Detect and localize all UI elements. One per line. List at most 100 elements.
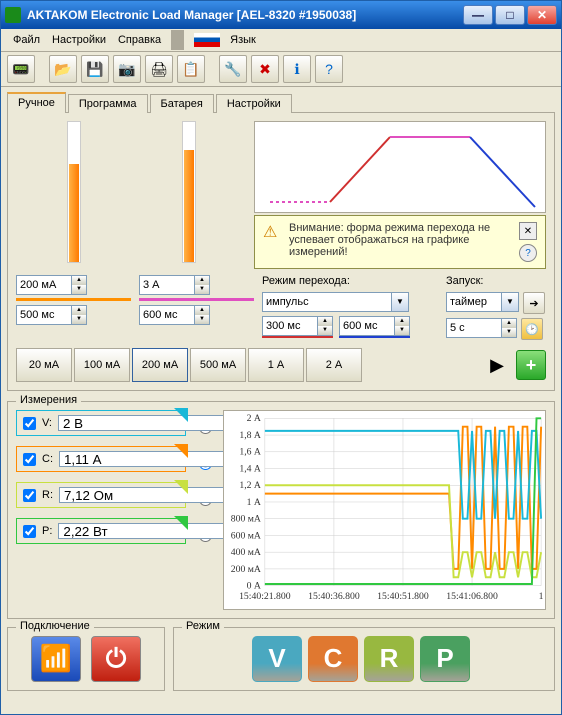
measurement-chart: 2 А 1,8 А 1,6 А 1,4 А 1,2 А 1 А 800 мА 600 мА 40… [223,410,546,610]
window-title: AKTAKOM Electronic Load Manager [AEL-832… [27,8,356,22]
menu-file[interactable]: Файл [7,32,46,48]
start-timer-icon[interactable]: 🕑 [521,318,543,340]
preset-2[interactable]: 200 мА [132,348,188,382]
preset-5[interactable]: 2 А [306,348,362,382]
menu-settings[interactable]: Настройки [46,32,112,48]
play-button[interactable]: ▶ [486,351,508,379]
warning-text: Внимание: форма режима перехода не успев… [289,222,509,258]
toolbar: 📟 📂 💾 📷 🖨 📋 🔧 ✖ ℹ ? [1,52,561,87]
svg-text:600 мА: 600 мА [231,530,261,541]
mode-R[interactable]: R [364,636,414,682]
chart-select-radios [194,410,215,610]
meas-label: P: [42,525,52,537]
meas-enable-2[interactable] [23,489,36,502]
warning-icon: ⚠ [263,222,283,242]
meas-enable-3[interactable] [23,525,36,538]
tb-cancel[interactable]: ✖ [251,55,279,83]
meas-row-P: P: [16,518,186,544]
menubar: Файл Настройки Справка Язык [1,29,561,52]
warning-help[interactable]: ? [519,244,537,262]
mode-legend: Режим [182,620,224,632]
tb-info[interactable]: ℹ [283,55,311,83]
svg-text:400 мА: 400 мА [231,547,261,558]
preset-3[interactable]: 500 мА [190,348,246,382]
svg-text:200 мА: 200 мА [231,564,261,575]
fall-time[interactable]: ▲▼ [339,316,410,336]
close-button[interactable]: ✕ [527,5,557,25]
tb-open[interactable]: 📂 [49,55,77,83]
warning-box: ⚠ Внимание: форма режима перехода не усп… [254,215,546,269]
measurements-group: Измерения V:C:R:P: 2 А1,8 А1,6 А1,4 А1,2… [7,401,555,619]
svg-text:1,6 А: 1,6 А [239,447,261,458]
mode-P[interactable]: P [420,636,470,682]
level1-time[interactable]: ▲▼ [16,305,131,325]
svg-text:1,2 А: 1,2 А [239,480,261,491]
svg-text:15:40:51.800: 15:40:51.800 [377,591,429,602]
start-label: Запуск: [446,275,546,287]
tb-save[interactable]: 💾 [81,55,109,83]
meas-value-3[interactable] [58,523,245,539]
level2-current[interactable]: ▲▼ [139,275,254,295]
meas-enable-1[interactable] [23,453,36,466]
tab-program[interactable]: Программа [68,94,148,113]
meas-row-V: V: [16,410,186,436]
tb-help[interactable]: ? [315,55,343,83]
svg-text:15:40:36.800: 15:40:36.800 [308,591,360,602]
meas-value-2[interactable] [59,487,246,503]
tab-settings[interactable]: Настройки [216,94,292,113]
power-button[interactable]: ⏻ [91,636,141,682]
flag-icon [194,33,220,47]
meas-label: R: [42,489,53,501]
rise-time[interactable]: ▲▼ [262,316,333,336]
svg-text:1,8 А: 1,8 А [239,430,261,441]
tb-copy[interactable]: 📋 [177,55,205,83]
svg-text:15:40:21.800: 15:40:21.800 [239,591,291,602]
mode-group: Режим VCRP [173,627,555,691]
svg-text:1,4 А: 1,4 А [239,463,261,474]
meas-value-0[interactable] [58,415,245,431]
meas-label: C: [42,453,53,465]
start-go[interactable]: ➔ [523,292,545,314]
slider-level1[interactable] [67,121,81,263]
preset-0[interactable]: 20 мА [16,348,72,382]
start-mode[interactable]: ▼ [446,292,519,312]
start-delay[interactable]: ▲▼ [446,318,517,338]
tab-manual[interactable]: Ручное [7,92,66,113]
slider-level2[interactable] [182,121,196,263]
menu-separator [171,30,184,50]
meas-row-C: C: [16,446,186,472]
tb-snapshot[interactable]: 📷 [113,55,141,83]
meas-label: V: [42,417,52,429]
measurements-list: V: C: R: P: [16,410,186,610]
svg-text:2 А: 2 А [247,413,261,424]
titlebar: AKTAKOM Electronic Load Manager [AEL-832… [1,1,561,29]
svg-text:0 А: 0 А [247,581,261,592]
menu-help[interactable]: Справка [112,32,167,48]
level1-current[interactable]: ▲▼ [16,275,131,295]
svg-text:800 мА: 800 мА [231,514,261,525]
warning-close[interactable]: ✕ [519,222,537,240]
svg-text:1 А: 1 А [247,497,261,508]
transition-graph [254,121,546,213]
mode-C[interactable]: C [308,636,358,682]
tb-tools[interactable]: 🔧 [219,55,247,83]
preset-1[interactable]: 100 мА [74,348,130,382]
preset-4[interactable]: 1 А [248,348,304,382]
maximize-button[interactable]: □ [495,5,525,25]
meas-enable-0[interactable] [23,417,36,430]
connect-button[interactable]: 📶 [31,636,81,682]
transition-label: Режим перехода: [262,275,438,287]
meas-value-1[interactable] [59,451,246,467]
meas-row-R: R: [16,482,186,508]
minimize-button[interactable]: — [463,5,493,25]
mode-V[interactable]: V [252,636,302,682]
svg-text:1: 1 [539,591,544,602]
menu-language[interactable]: Язык [188,31,268,49]
tb-device[interactable]: 📟 [7,55,35,83]
add-preset-button[interactable]: + [516,350,546,380]
level2-time[interactable]: ▲▼ [139,305,254,325]
transition-mode[interactable]: ▼ [262,292,438,312]
tab-battery[interactable]: Батарея [150,94,214,113]
tb-print[interactable]: 🖨 [145,55,173,83]
preset-row: 20 мА100 мА200 мА500 мА1 А2 А ▶ + [16,348,546,382]
